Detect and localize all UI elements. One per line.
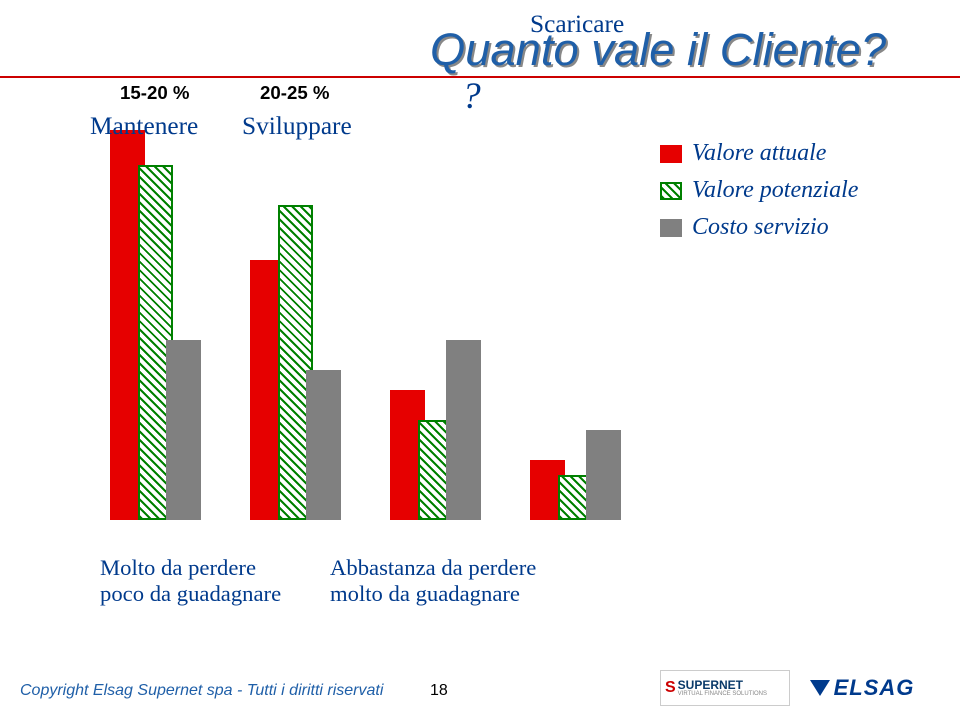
- legend-label: Costo servizio: [692, 214, 829, 241]
- cat-label-sviluppare: Sviluppare: [242, 112, 352, 141]
- question-mark: ?: [462, 75, 481, 118]
- bar-group-q: ?: [390, 130, 485, 520]
- bar-sviluppare-grey: [306, 370, 341, 520]
- logo-elsag-text: ELSAG: [834, 675, 915, 701]
- logo-supernet-mark: S: [665, 679, 676, 697]
- legend-swatch: [660, 219, 682, 237]
- slide-title: Quanto vale il Cliente?: [430, 24, 886, 76]
- cat-label-scaricare: Scaricare: [530, 10, 624, 39]
- logo-elsag-mark: [810, 680, 830, 696]
- logo-supernet-sub: VIRTUAL FINANCE SOLUTIONS: [678, 691, 767, 697]
- logo-elsag: ELSAG: [802, 670, 922, 706]
- legend-swatch: [660, 182, 682, 200]
- legend-swatch: [660, 145, 682, 163]
- cat-label-mantenere: Mantenere: [90, 112, 198, 141]
- legend-item: Costo servizio: [660, 214, 858, 241]
- caption-1: Abbastanza da perderemolto da guadagnare: [330, 555, 536, 607]
- caption-0: Molto da perderepoco da guadagnare: [100, 555, 281, 607]
- bar-group-mantenere: 15-20 %Mantenere: [110, 130, 205, 520]
- bar-scaricare-grey: [586, 430, 621, 520]
- footer-copyright: Copyright Elsag Supernet spa - Tutti i d…: [20, 682, 383, 700]
- footer-page-number: 18: [430, 682, 448, 700]
- chart-area: 15-20 %Mantenere 20-25 %Sviluppare? 55-65 …: [110, 130, 670, 520]
- legend-label: Valore potenziale: [692, 177, 858, 204]
- logo-supernet: S SUPERNET VIRTUAL FINANCE SOLUTIONS: [660, 670, 790, 706]
- bar-mantenere-grey: [166, 340, 201, 520]
- footer-logos: S SUPERNET VIRTUAL FINANCE SOLUTIONS ELS…: [660, 670, 922, 706]
- logo-supernet-text: SUPERNET: [678, 679, 767, 691]
- bar-group-sviluppare: 20-25 %Sviluppare: [250, 130, 345, 520]
- legend-item: Valore potenziale: [660, 177, 858, 204]
- pct-label-sviluppare: 20-25 %: [260, 82, 330, 104]
- bar-q-grey: [446, 340, 481, 520]
- pct-label-mantenere: 15-20 %: [120, 82, 190, 104]
- legend-label: Valore attuale: [692, 140, 826, 167]
- legend: Valore attuale Valore potenziale Costo ser…: [660, 140, 858, 251]
- bar-group-scaricare: 55-65 %Scaricare: [530, 130, 625, 520]
- legend-item: Valore attuale: [660, 140, 858, 167]
- slide: Quanto vale il Cliente? Quanto vale il C…: [0, 0, 960, 720]
